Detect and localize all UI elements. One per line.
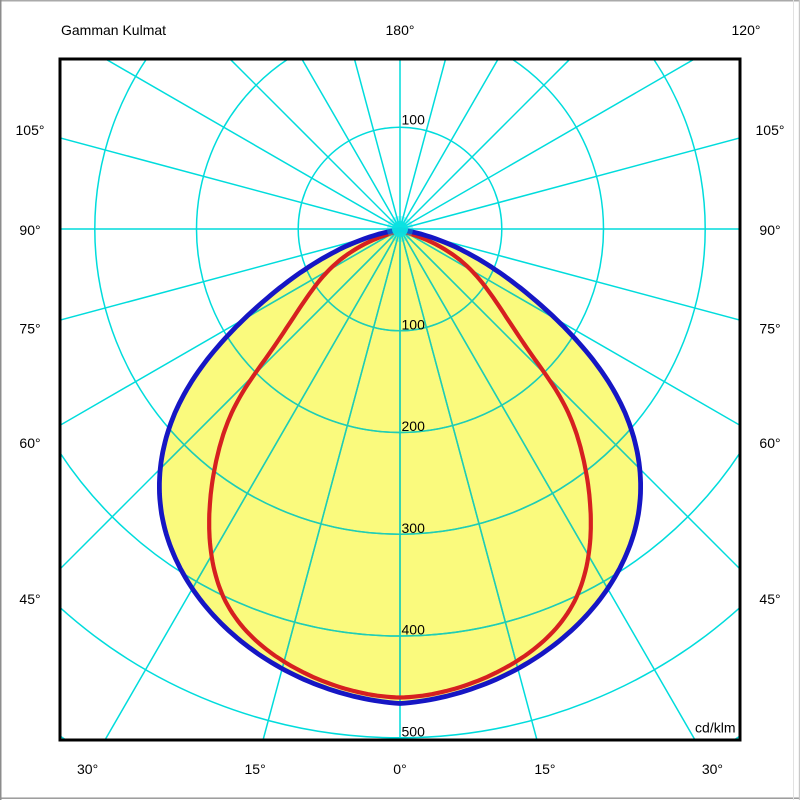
svg-text:45°: 45° (19, 591, 40, 607)
svg-text:30°: 30° (77, 761, 98, 777)
svg-text:15°: 15° (245, 761, 266, 777)
svg-text:75°: 75° (19, 320, 40, 336)
svg-text:15°: 15° (534, 761, 555, 777)
svg-text:300: 300 (402, 520, 426, 536)
svg-text:100: 100 (402, 316, 426, 332)
svg-text:Gamman Kulmat: Gamman Kulmat (61, 22, 166, 38)
svg-text:120°: 120° (732, 22, 761, 38)
svg-text:90°: 90° (19, 222, 40, 238)
svg-text:90°: 90° (759, 222, 780, 238)
svg-text:45°: 45° (759, 591, 780, 607)
svg-text:200: 200 (402, 418, 426, 434)
svg-text:400: 400 (402, 622, 426, 638)
svg-text:cd/klm: cd/klm (695, 720, 735, 736)
svg-text:100: 100 (402, 112, 426, 128)
svg-text:60°: 60° (19, 435, 40, 451)
svg-text:105°: 105° (16, 122, 45, 138)
svg-text:60°: 60° (759, 435, 780, 451)
svg-text:30°: 30° (702, 761, 723, 777)
svg-text:75°: 75° (759, 320, 780, 336)
svg-text:180°: 180° (386, 22, 415, 38)
svg-text:105°: 105° (756, 122, 785, 138)
svg-text:500: 500 (402, 723, 426, 739)
svg-text:0°: 0° (393, 761, 406, 777)
